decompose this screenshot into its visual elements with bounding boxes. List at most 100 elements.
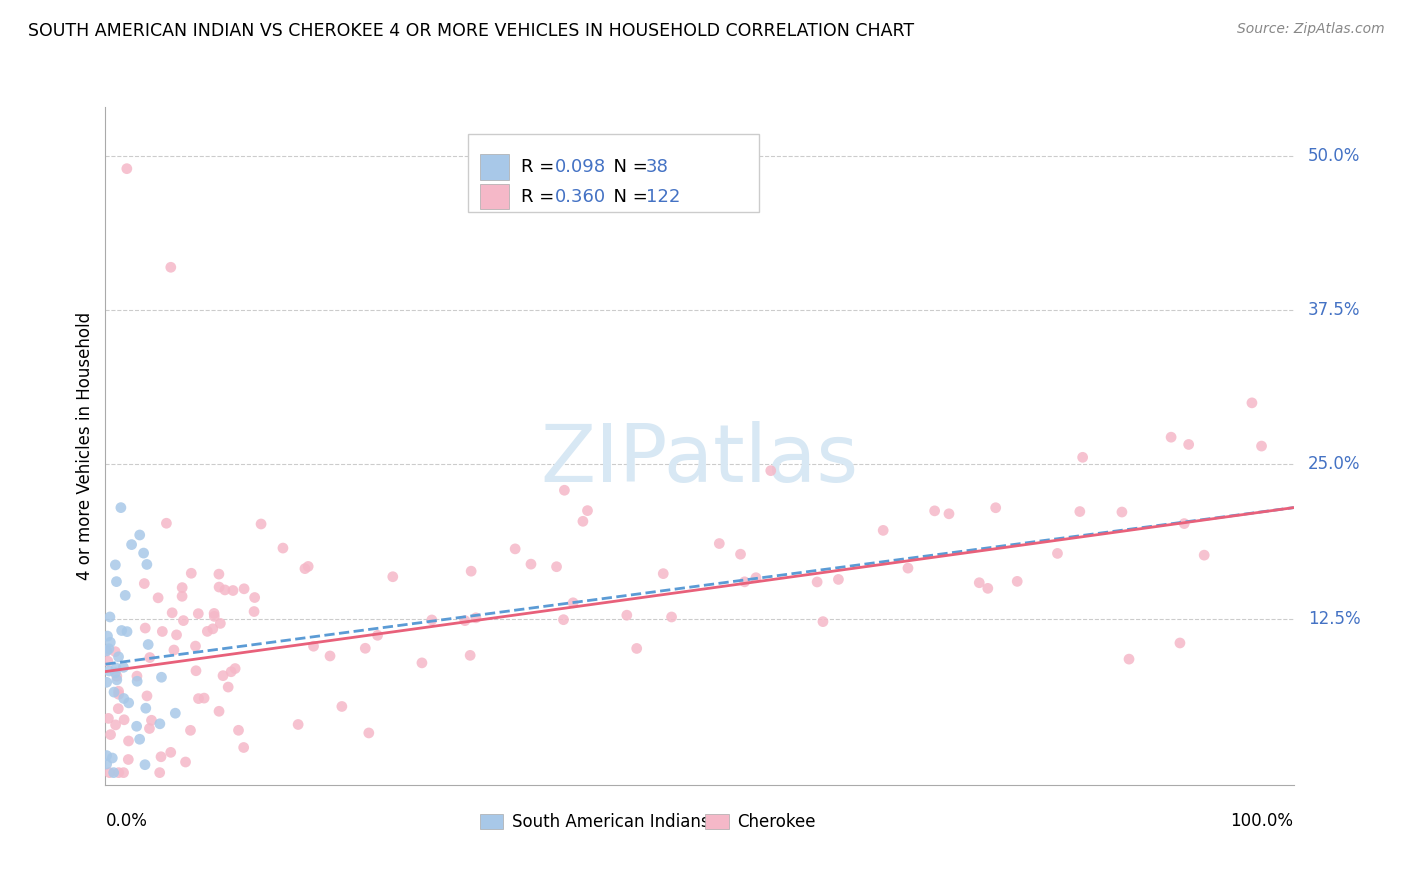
Point: [135, 558, 157, 572]
Point: [806, 574, 828, 589]
Point: [1005, 574, 1028, 589]
Point: [232, 740, 254, 755]
Point: [1177, 437, 1199, 451]
Point: [150, 670, 173, 684]
FancyBboxPatch shape: [468, 134, 759, 212]
Point: [128, 528, 150, 542]
Point: [139, 650, 162, 665]
Point: [146, 591, 169, 605]
Point: [250, 516, 273, 531]
Point: [222, 583, 245, 598]
Point: [224, 661, 246, 675]
Point: [115, 161, 138, 176]
Point: [112, 765, 135, 780]
Bar: [706, 814, 730, 829]
Point: [1118, 652, 1140, 666]
Point: [1046, 546, 1069, 560]
Point: [553, 613, 575, 627]
Point: [127, 674, 149, 689]
Point: [134, 621, 156, 635]
Point: [184, 639, 207, 653]
Point: [112, 691, 135, 706]
Y-axis label: 4 or more Vehicles in Household: 4 or more Vehicles in Household: [76, 312, 94, 580]
Point: [652, 566, 675, 581]
Point: [105, 574, 128, 589]
Text: Source: ZipAtlas.com: Source: ZipAtlas.com: [1237, 22, 1385, 37]
Point: [195, 624, 218, 639]
Point: [111, 624, 134, 638]
Point: [977, 582, 1000, 596]
Point: [163, 643, 186, 657]
Point: [233, 582, 256, 596]
Point: [159, 260, 181, 275]
Point: [107, 687, 129, 701]
Point: [128, 732, 150, 747]
Point: [709, 536, 731, 550]
Point: [872, 524, 894, 538]
Point: [967, 575, 990, 590]
Text: Cherokee: Cherokee: [738, 813, 815, 830]
Point: [125, 669, 148, 683]
Point: [104, 665, 127, 680]
Point: [180, 566, 202, 581]
Point: [166, 628, 188, 642]
Point: [1240, 396, 1263, 410]
Point: [1168, 636, 1191, 650]
Text: 0.098: 0.098: [554, 158, 606, 176]
Point: [165, 706, 187, 721]
Point: [730, 547, 752, 561]
Point: [367, 628, 389, 642]
Point: [138, 722, 160, 736]
Point: [209, 616, 232, 631]
Point: [96, 644, 118, 658]
Point: [121, 538, 143, 552]
Point: [101, 751, 124, 765]
Point: [208, 704, 231, 718]
Point: [734, 574, 756, 589]
Point: [938, 507, 960, 521]
Point: [172, 581, 194, 595]
Point: [96, 629, 118, 643]
Text: R =: R =: [522, 158, 560, 176]
Point: [553, 483, 575, 498]
Point: [160, 606, 183, 620]
Point: [626, 641, 648, 656]
Text: 12.5%: 12.5%: [1308, 609, 1361, 628]
Point: [454, 614, 477, 628]
Point: [201, 622, 224, 636]
Point: [243, 591, 266, 605]
Point: [219, 665, 242, 679]
Point: [107, 649, 129, 664]
Point: [576, 503, 599, 517]
Point: [208, 580, 231, 594]
Point: [202, 609, 225, 624]
Point: [97, 654, 120, 668]
Point: [112, 713, 135, 727]
Point: [184, 664, 207, 678]
Text: 100.0%: 100.0%: [1230, 812, 1294, 830]
Point: [214, 582, 236, 597]
Point: [745, 571, 768, 585]
Point: [546, 559, 568, 574]
Point: [150, 624, 173, 639]
Point: [155, 516, 177, 531]
Point: [172, 590, 194, 604]
Point: [115, 624, 138, 639]
Text: 0.0%: 0.0%: [105, 812, 148, 830]
Point: [1071, 450, 1094, 465]
Point: [107, 701, 129, 715]
Point: [105, 661, 128, 675]
Point: [98, 635, 121, 649]
Point: [104, 718, 127, 732]
Point: [98, 610, 121, 624]
Point: [149, 765, 172, 780]
Point: [107, 765, 129, 780]
Point: [96, 644, 118, 658]
Text: 38: 38: [645, 158, 669, 176]
Point: [897, 561, 920, 575]
Point: [208, 567, 231, 582]
Point: [104, 645, 127, 659]
Point: [357, 726, 380, 740]
Point: [1173, 516, 1195, 531]
Point: [118, 696, 141, 710]
